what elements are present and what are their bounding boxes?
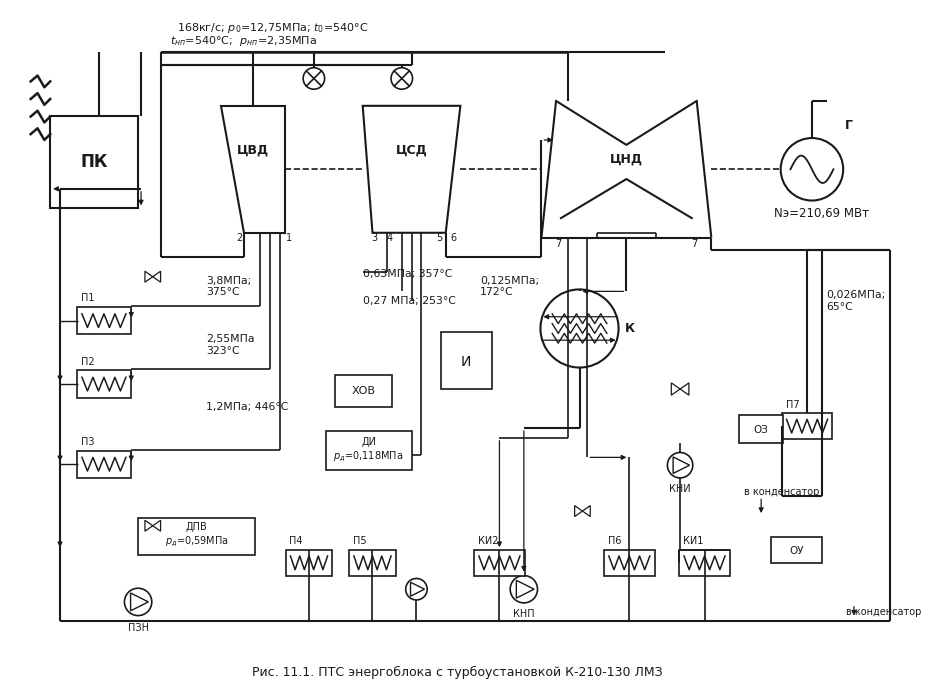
Polygon shape <box>221 106 284 232</box>
Bar <box>679 550 730 576</box>
Text: 7: 7 <box>554 239 561 249</box>
Bar <box>440 333 492 389</box>
Text: К: К <box>626 322 636 335</box>
Text: 2: 2 <box>237 232 243 243</box>
Bar <box>771 537 822 563</box>
Bar <box>336 375 392 406</box>
Bar <box>325 431 411 470</box>
Polygon shape <box>152 521 161 531</box>
Text: ДПВ
$p_д$=0,59МПа: ДПВ $p_д$=0,59МПа <box>165 522 228 548</box>
Text: КНИ: КНИ <box>669 484 691 493</box>
Bar <box>77 450 131 478</box>
Text: 3: 3 <box>371 232 378 243</box>
Bar <box>782 413 832 438</box>
Polygon shape <box>152 271 161 282</box>
Text: П4: П4 <box>290 537 303 546</box>
Polygon shape <box>671 383 680 395</box>
Bar <box>474 550 525 576</box>
Bar <box>604 550 654 576</box>
Text: П3: П3 <box>81 437 94 447</box>
Text: ЦНД: ЦНД <box>610 153 643 166</box>
Text: 1: 1 <box>286 232 293 243</box>
Text: 1,2МПа; 446°C: 1,2МПа; 446°C <box>207 402 289 411</box>
Text: П7: П7 <box>785 400 799 410</box>
Text: П5: П5 <box>352 537 367 546</box>
Text: КИ2: КИ2 <box>478 537 498 546</box>
Text: Nэ=210,69 МВт: Nэ=210,69 МВт <box>774 207 870 220</box>
Text: ОЗ: ОЗ <box>754 425 769 435</box>
Polygon shape <box>673 457 690 473</box>
Text: КНП: КНП <box>513 608 535 619</box>
Text: 7: 7 <box>692 239 698 249</box>
Text: П6: П6 <box>608 537 622 546</box>
Bar <box>349 550 396 576</box>
Text: ОУ: ОУ <box>789 546 803 556</box>
Text: Г: Г <box>845 119 853 132</box>
Bar <box>77 307 131 334</box>
Text: 0,125МПа;
172°C: 0,125МПа; 172°C <box>480 276 539 297</box>
Polygon shape <box>575 505 583 516</box>
Text: 0,026МПа;
65°C: 0,026МПа; 65°C <box>827 290 885 312</box>
Text: 3,8МПа;
375°C: 3,8МПа; 375°C <box>207 276 252 297</box>
Text: И: И <box>461 355 471 369</box>
Text: ХОВ: ХОВ <box>352 386 376 396</box>
Text: ПЗН: ПЗН <box>127 624 149 633</box>
Text: ПК: ПК <box>80 153 108 171</box>
Polygon shape <box>410 583 424 596</box>
Bar <box>285 550 333 576</box>
Text: в конденсатор: в конденсатор <box>743 487 819 496</box>
Polygon shape <box>145 521 152 531</box>
Polygon shape <box>145 271 152 282</box>
Text: 168кг/с; $p_0$=12,75МПа; $t_0$=540°C: 168кг/с; $p_0$=12,75МПа; $t_0$=540°C <box>177 21 368 35</box>
Text: П1: П1 <box>81 293 94 303</box>
Text: ЦСД: ЦСД <box>396 143 427 157</box>
Polygon shape <box>516 580 534 598</box>
Text: 5: 5 <box>436 232 442 243</box>
Text: 2,55МПа
323°C: 2,55МПа 323°C <box>207 334 255 356</box>
Text: 0,63МПа; 357°C: 0,63МПа; 357°C <box>363 269 453 279</box>
Text: Рис. 11.1. ПТС энергоблока с турбоустановкой К-210-130 ЛМЗ: Рис. 11.1. ПТС энергоблока с турбоустано… <box>252 665 663 679</box>
Text: 6: 6 <box>451 232 456 243</box>
Text: П2: П2 <box>81 356 94 367</box>
Polygon shape <box>680 383 689 395</box>
Bar <box>50 116 138 208</box>
Text: 0,27 МПа; 253°C: 0,27 МПа; 253°C <box>363 296 455 306</box>
Text: КИ1: КИ1 <box>683 537 703 546</box>
Text: 4: 4 <box>387 232 393 243</box>
Bar <box>77 370 131 398</box>
Text: ЦВД: ЦВД <box>237 143 269 157</box>
Bar <box>739 416 783 443</box>
Text: в конденсатор: в конденсатор <box>846 607 922 617</box>
Bar <box>138 518 255 555</box>
Polygon shape <box>131 593 149 611</box>
Text: $t_{нп}$=540°C;  $p_{нп}$=2,35МПа: $t_{нп}$=540°C; $p_{нп}$=2,35МПа <box>170 34 317 48</box>
Text: ДИ
$p_д$=0,118МПа: ДИ $p_д$=0,118МПа <box>334 437 404 464</box>
Polygon shape <box>363 106 460 232</box>
Polygon shape <box>583 505 590 516</box>
